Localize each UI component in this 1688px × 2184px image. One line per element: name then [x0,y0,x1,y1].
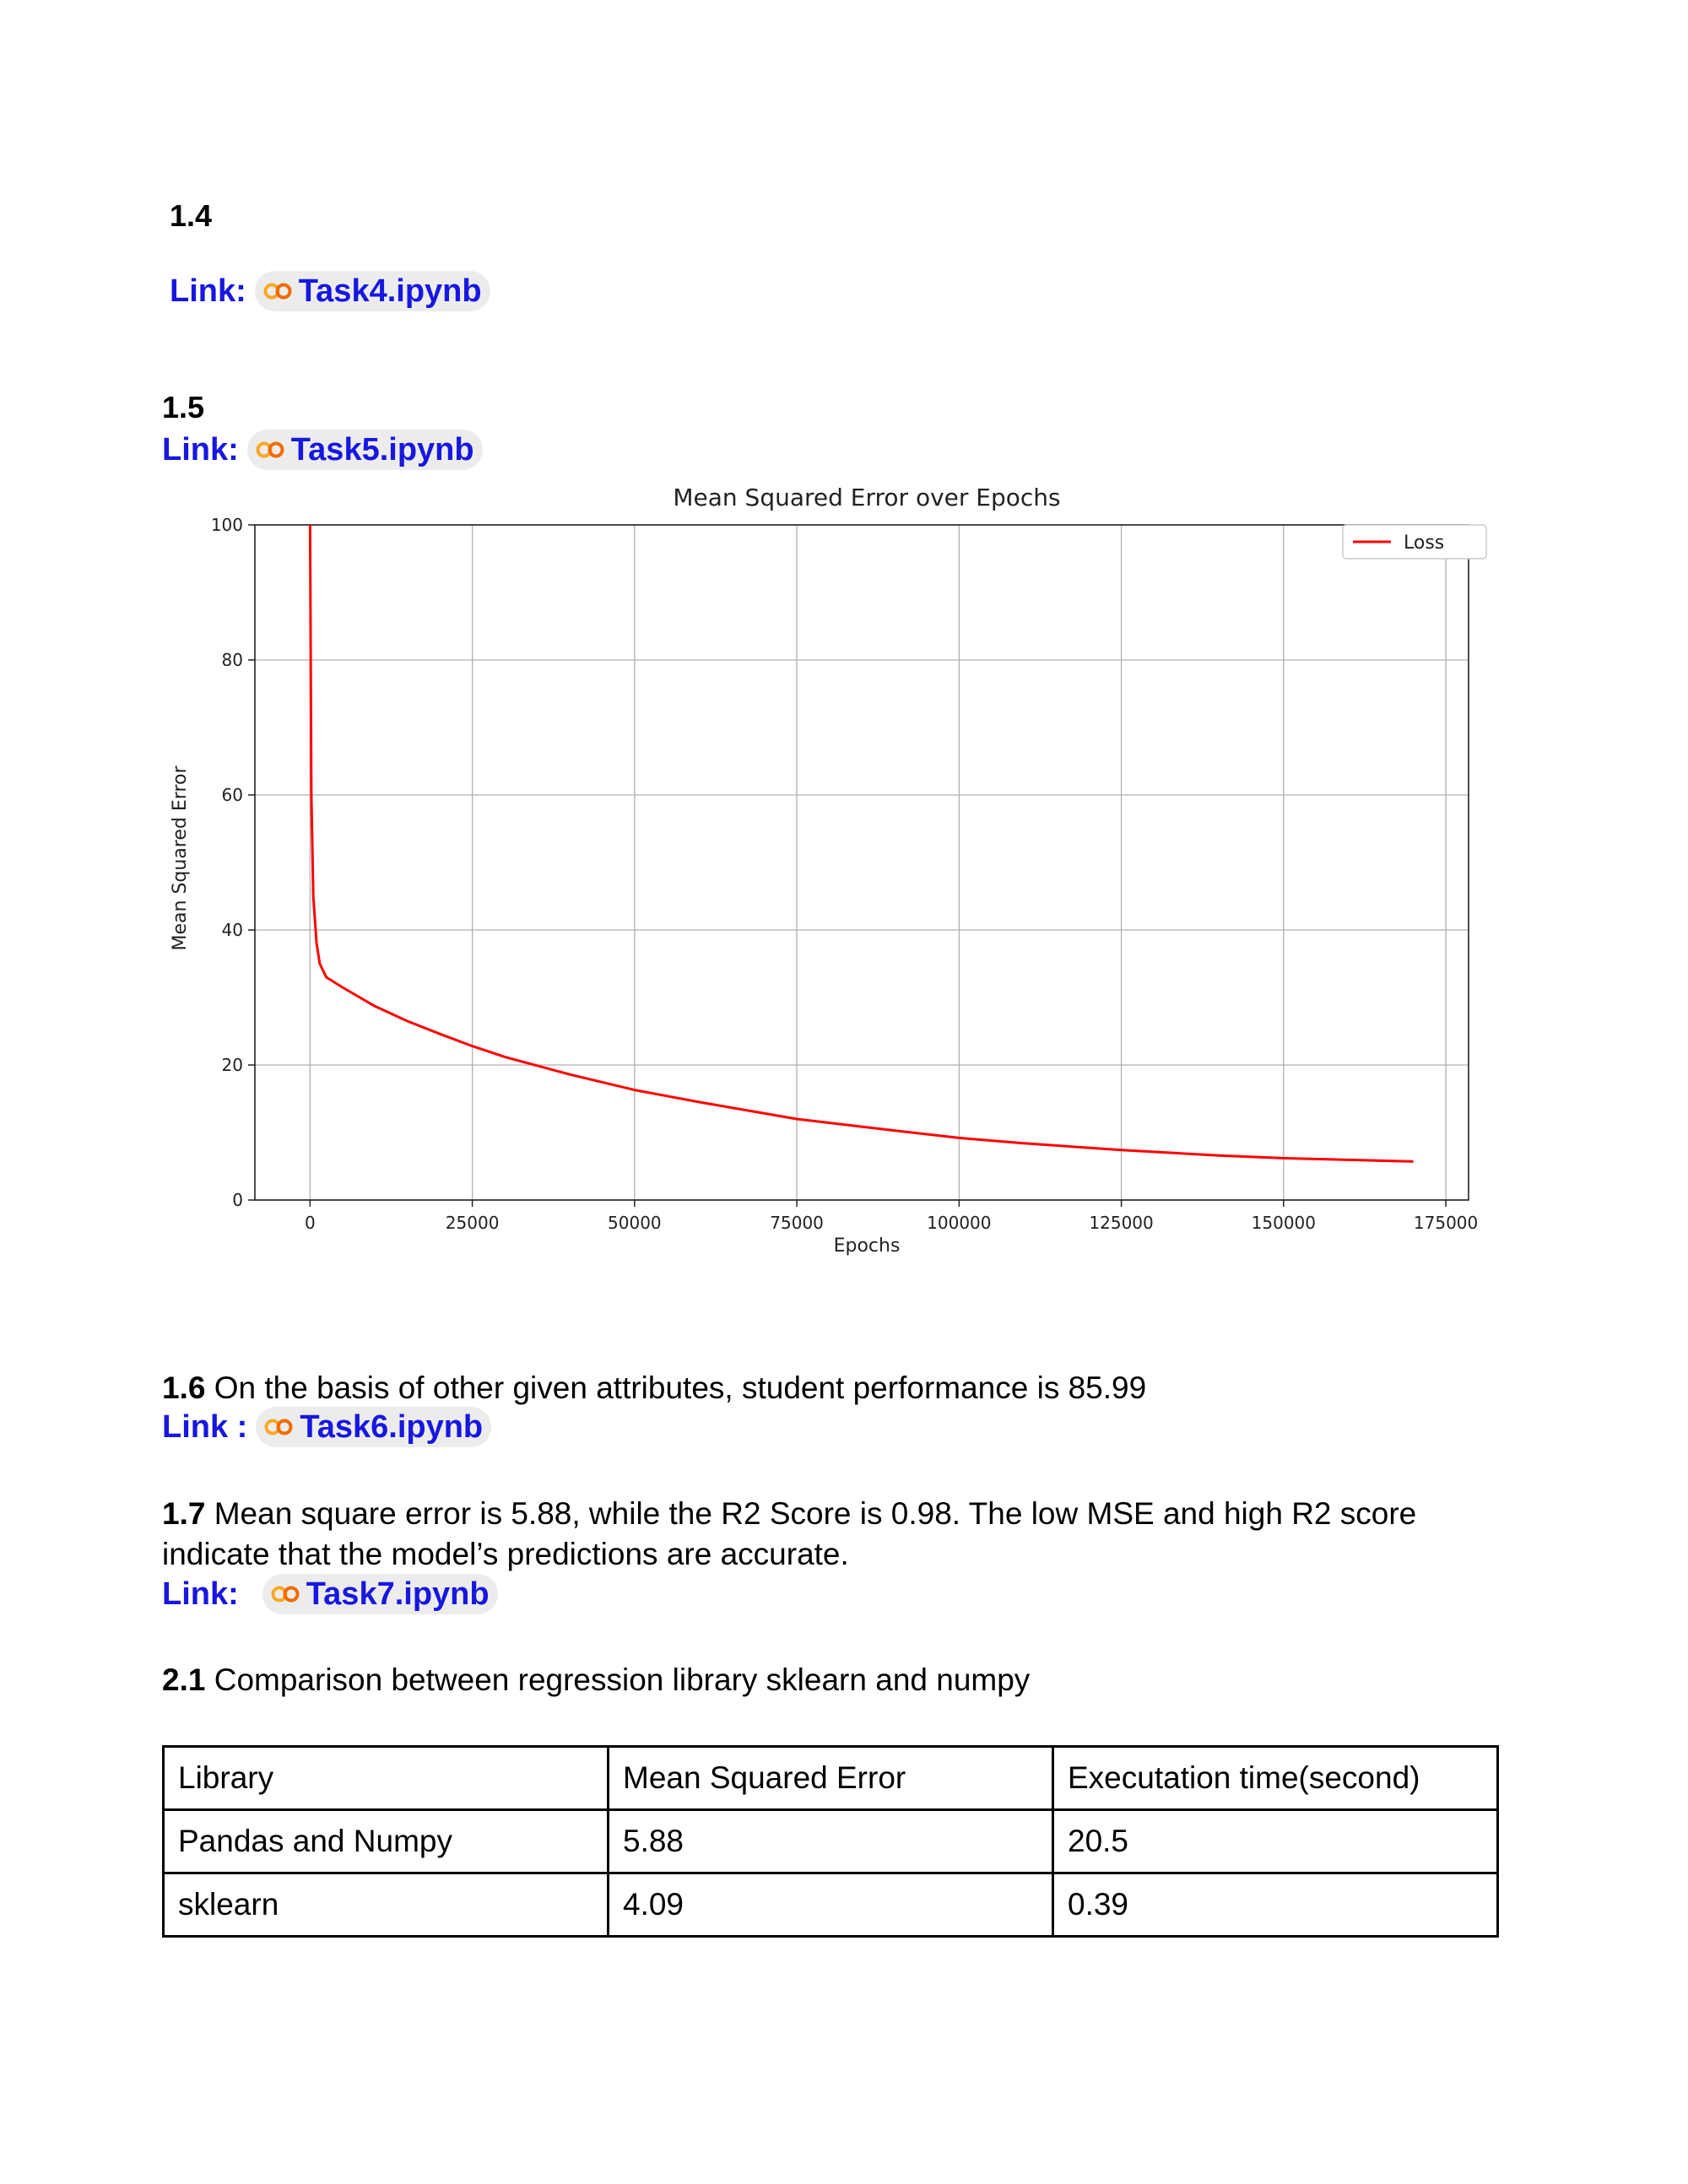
series-line-loss [308,524,1414,1163]
table-header-cell: Mean Squared Error [607,1745,1054,1811]
section-1-7-text: Mean square error is 5.88, while the R2 … [162,1496,1417,1571]
table-row: sklearn 4.09 0.39 [162,1872,1499,1938]
chart-grid [255,524,1469,1201]
task5-link-chip[interactable]: Task5.ipynb [246,430,483,470]
y-tick-label: 0 [232,1190,243,1210]
x-tick-label: 75000 [770,1213,824,1233]
x-tick-label: 0 [305,1213,316,1233]
section-number-2-1: 2.1 [162,1662,206,1697]
colab-icon [256,441,284,458]
y-tick-label: 20 [222,1055,243,1075]
plot-frame [254,524,1469,1201]
link-row-task7: Link: Task7.ipynb [162,1573,498,1615]
table-header-cell: Library [162,1745,609,1811]
comparison-table: Library Mean Squared Error Executation t… [162,1745,1499,1938]
section-number-1-4: 1.4 [170,198,213,233]
task4-link-text[interactable]: Task4.ipynb [298,273,482,309]
table-cell: 4.09 [607,1872,1054,1938]
link-row-task6: Link : Task6.ipynb [162,1406,492,1448]
link-label: Link: [170,273,246,309]
y-tick-label: 40 [222,920,243,940]
section-2-1-text: Comparison between regression library sk… [205,1662,1031,1697]
chart-legend: Loss [1342,524,1487,560]
mse-over-epochs-chart: 0 25000 50000 75000 100000 125000 150000 175000… [170,484,1487,1257]
section-1-6-paragraph: 1.6 On the basis of other given attribut… [162,1368,1529,1408]
chart-axes: 0 25000 50000 75000 100000 125000 150000 175000… [211,515,1478,1233]
colab-icon [271,1586,300,1603]
x-tick-label: 25000 [446,1213,500,1233]
y-tick-label: 100 [211,515,243,535]
section-number-1-5: 1.5 [162,390,205,424]
table-cell: 0.39 [1052,1872,1499,1938]
table-cell: 20.5 [1052,1808,1499,1874]
section-number-1-7: 1.7 [162,1496,206,1531]
section-1-6-text: On the basis of other given attributes, … [205,1370,1147,1405]
section-2-1-paragraph: 2.1 Comparison between regression librar… [162,1660,1529,1700]
link-label: Link: [162,1576,239,1612]
table-row: Pandas and Numpy 5.88 20.5 [162,1808,1499,1874]
table-cell: 5.88 [607,1808,1054,1874]
task6-link-chip[interactable]: Task6.ipynb [256,1407,492,1447]
table-header-cell: Executation time(second) [1052,1745,1499,1811]
x-tick-label: 125000 [1089,1213,1153,1233]
legend-box [1342,524,1487,560]
x-tick-label: 150000 [1252,1213,1316,1233]
table-header-row: Library Mean Squared Error Executation t… [162,1745,1499,1811]
link-row-task5: Link: Task5.ipynb [162,429,483,471]
chart-y-axis-label: Mean Squared Error [170,765,191,951]
y-tick-label: 60 [222,785,243,805]
table-cell: sklearn [162,1872,609,1938]
table-cell: Pandas and Numpy [162,1808,609,1874]
chart-x-axis-label: Epochs [834,1235,901,1257]
colab-icon [263,283,292,300]
section-number-1-6: 1.6 [162,1370,206,1405]
link-row-task4: Link: Task4.ipynb [170,270,490,312]
link-label: Link: [162,431,239,468]
task6-link-text[interactable]: Task6.ipynb [300,1408,484,1445]
task4-link-chip[interactable]: Task4.ipynb [254,271,490,311]
task5-link-text[interactable]: Task5.ipynb [290,431,474,468]
colab-icon [264,1419,293,1435]
x-tick-label: 50000 [608,1213,662,1233]
x-tick-label: 175000 [1414,1213,1478,1233]
y-tick-label: 80 [222,650,243,670]
legend-label-loss: Loss [1404,532,1444,554]
task7-link-text[interactable]: Task7.ipynb [306,1576,490,1612]
section-1-7-paragraph: 1.7 Mean square error is 5.88, while the… [162,1494,1529,1575]
x-tick-label: 100000 [927,1213,991,1233]
chart-series [308,524,1414,1163]
task7-link-chip[interactable]: Task7.ipynb [262,1574,498,1614]
chart-title: Mean Squared Error over Epochs [673,484,1060,511]
link-label: Link : [162,1408,248,1445]
